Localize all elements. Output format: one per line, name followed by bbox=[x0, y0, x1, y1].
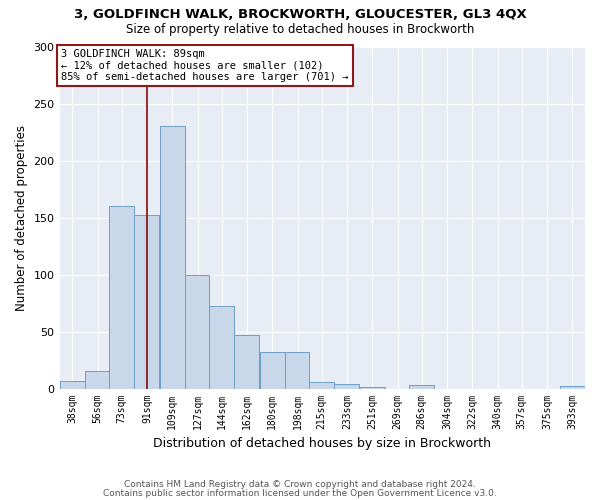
Bar bbox=[85, 372, 109, 388]
Text: Contains HM Land Registry data © Crown copyright and database right 2024.: Contains HM Land Registry data © Crown c… bbox=[124, 480, 476, 489]
Bar bbox=[409, 385, 434, 388]
Bar bbox=[260, 352, 284, 389]
Y-axis label: Number of detached properties: Number of detached properties bbox=[15, 124, 28, 310]
Text: Contains public sector information licensed under the Open Government Licence v3: Contains public sector information licen… bbox=[103, 489, 497, 498]
Text: 3 GOLDFINCH WALK: 89sqm
← 12% of detached houses are smaller (102)
85% of semi-d: 3 GOLDFINCH WALK: 89sqm ← 12% of detache… bbox=[61, 49, 349, 82]
Bar bbox=[134, 215, 160, 388]
Bar bbox=[109, 206, 134, 388]
Text: 3, GOLDFINCH WALK, BROCKWORTH, GLOUCESTER, GL3 4QX: 3, GOLDFINCH WALK, BROCKWORTH, GLOUCESTE… bbox=[74, 8, 526, 20]
Bar bbox=[334, 384, 359, 388]
Text: Size of property relative to detached houses in Brockworth: Size of property relative to detached ho… bbox=[126, 22, 474, 36]
X-axis label: Distribution of detached houses by size in Brockworth: Distribution of detached houses by size … bbox=[153, 437, 491, 450]
Bar bbox=[60, 380, 85, 388]
Bar bbox=[160, 126, 185, 388]
Bar bbox=[185, 274, 209, 388]
Bar bbox=[209, 306, 234, 388]
Bar bbox=[560, 386, 585, 388]
Bar bbox=[235, 335, 259, 388]
Bar bbox=[285, 352, 308, 389]
Bar bbox=[309, 382, 334, 388]
